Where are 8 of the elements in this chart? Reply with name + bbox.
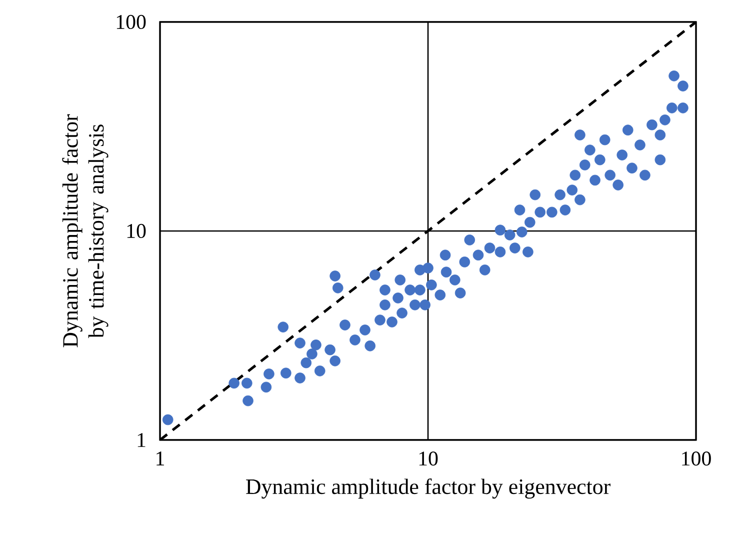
x-tick-label: 10 xyxy=(419,452,438,466)
x-tick-label: 100 xyxy=(682,452,711,466)
x-tick-label: 1 xyxy=(156,452,164,466)
x-axis-title: Dynamic amplitude factor by eigenvector xyxy=(246,478,610,499)
y-tick-label: 10 xyxy=(127,224,146,238)
y-axis-title: Dynamic amplitude factor by time-history analysis xyxy=(62,114,108,348)
y-tick-label: 100 xyxy=(116,14,146,30)
y-tick-label: 1 xyxy=(138,433,146,447)
